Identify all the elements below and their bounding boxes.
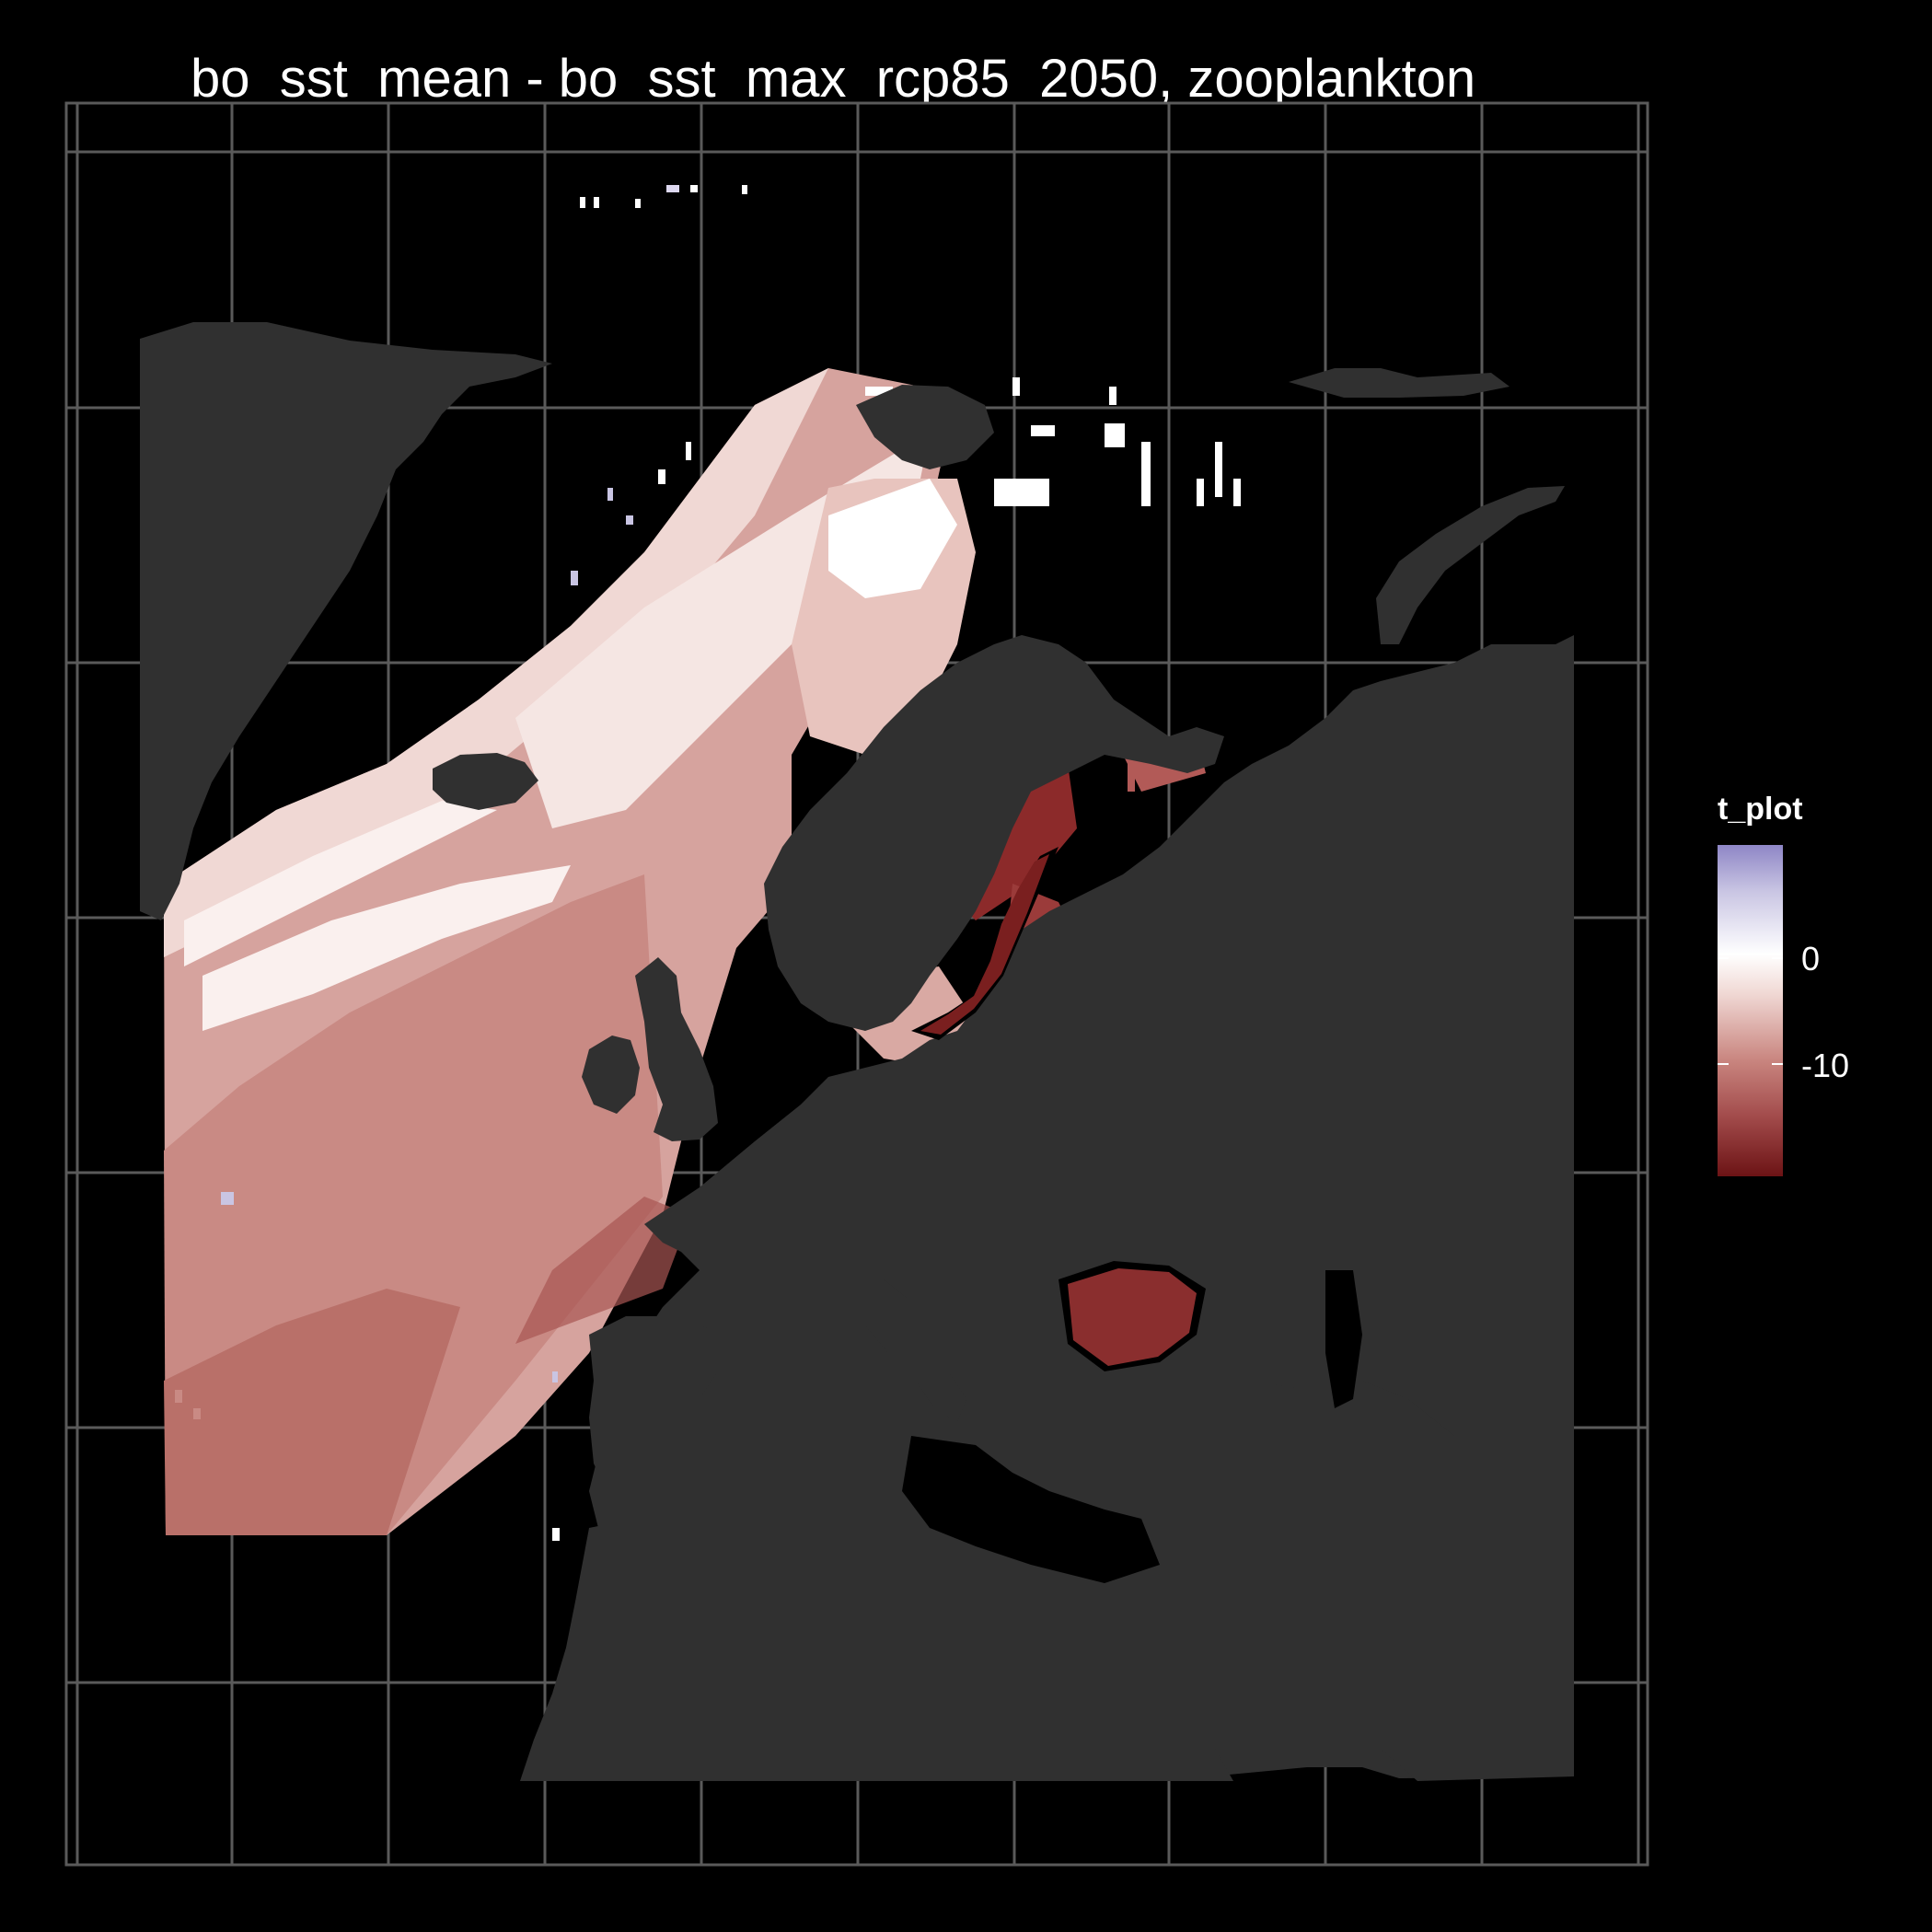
legend-label-0: 0	[1801, 940, 1821, 978]
legend-label-neg10: -10	[1801, 1047, 1850, 1084]
legend-tick-neg10-right	[1772, 1063, 1783, 1065]
map-title: bo_sst_mean - bo_sst_max_rcp85_2050, zoo…	[191, 49, 1476, 109]
black-sea-raster	[1068, 1268, 1197, 1366]
land-italy	[856, 1279, 966, 1422]
land-iceland	[433, 753, 538, 810]
land-greenland	[140, 322, 552, 920]
land-scandinavia	[764, 635, 1224, 1031]
legend-title: t_plot	[1718, 792, 1803, 827]
land-north-africa	[520, 1519, 1233, 1781]
land-franz-josef	[1289, 368, 1510, 398]
land-svalbard	[856, 385, 994, 469]
baltic-raster	[920, 854, 1049, 1035]
legend-tick-neg10-left	[1718, 1063, 1729, 1065]
land-great-britain	[635, 957, 718, 1141]
legend-tick-0-left	[1718, 957, 1729, 959]
land-iberia	[589, 1316, 727, 1491]
land-middle-east	[1141, 1371, 1574, 1781]
land-masses	[140, 322, 1574, 1781]
legend-tick-0-right	[1772, 957, 1783, 959]
legend-colorbar	[1718, 845, 1783, 1176]
land-novaya-zemlya	[1376, 486, 1565, 644]
land-ireland	[582, 1035, 640, 1114]
